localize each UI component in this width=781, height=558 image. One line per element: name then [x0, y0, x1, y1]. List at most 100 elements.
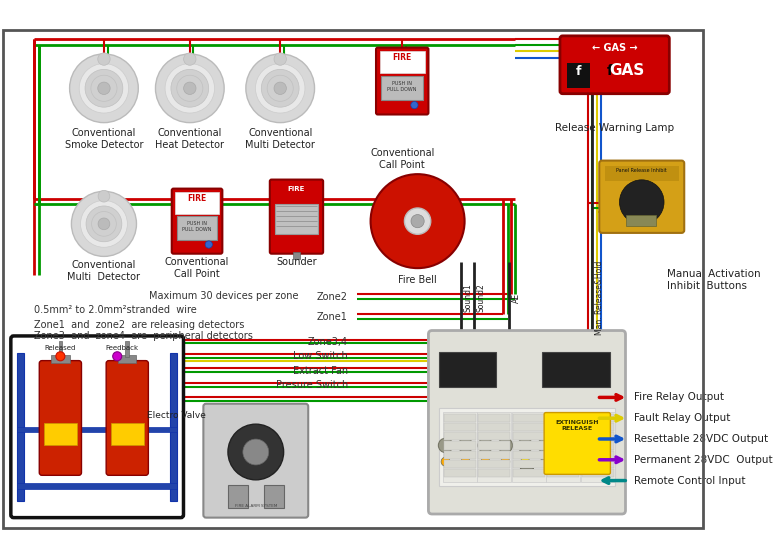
Bar — [547, 451, 580, 459]
Bar — [582, 460, 614, 468]
Bar — [626, 215, 656, 226]
FancyBboxPatch shape — [376, 47, 429, 114]
Circle shape — [112, 352, 122, 361]
Bar — [380, 51, 425, 73]
FancyBboxPatch shape — [39, 360, 81, 475]
Bar — [547, 423, 580, 431]
Bar — [52, 354, 70, 363]
Circle shape — [86, 206, 122, 242]
Bar — [567, 62, 590, 88]
Bar — [444, 423, 476, 431]
Text: Fire Bell: Fire Bell — [398, 276, 437, 285]
Bar — [264, 484, 284, 508]
Bar — [513, 460, 544, 468]
Bar — [44, 424, 77, 445]
Bar — [176, 192, 219, 214]
Bar — [582, 432, 614, 440]
Text: Man. Release&Hold: Man. Release&Hold — [595, 261, 604, 335]
Bar — [126, 341, 129, 357]
Circle shape — [458, 438, 473, 453]
Circle shape — [91, 211, 116, 236]
Bar — [381, 76, 423, 100]
Circle shape — [262, 69, 299, 107]
Bar — [478, 413, 510, 422]
Text: 0.5mm² to 2.0mm²stranded  wire: 0.5mm² to 2.0mm²stranded wire — [34, 305, 197, 315]
Bar — [111, 424, 144, 445]
Bar — [478, 460, 510, 468]
Text: Conventional
Smoke Detector: Conventional Smoke Detector — [65, 128, 143, 150]
Circle shape — [155, 54, 224, 123]
Circle shape — [56, 352, 65, 361]
Circle shape — [405, 208, 431, 234]
Text: AE: AE — [512, 293, 521, 303]
Text: Release Warning Lamp: Release Warning Lamp — [555, 123, 674, 133]
Text: Manual Activation
Inhibit  Buttons: Manual Activation Inhibit Buttons — [667, 269, 761, 291]
Bar — [478, 441, 510, 450]
Text: Zone2: Zone2 — [317, 292, 348, 302]
Circle shape — [521, 462, 533, 474]
Text: Conventional
Multi  Detector: Conventional Multi Detector — [67, 260, 141, 282]
Circle shape — [165, 64, 215, 113]
Circle shape — [441, 457, 450, 466]
Bar — [582, 413, 614, 422]
Text: Fire Relay Output: Fire Relay Output — [633, 392, 724, 402]
Text: Conventional
Heat Detector: Conventional Heat Detector — [155, 128, 224, 150]
Bar — [17, 353, 24, 501]
Text: Panel Release Inhibit: Panel Release Inhibit — [616, 168, 667, 173]
Bar — [439, 408, 615, 485]
Text: PUSH IN
PULL DOWN: PUSH IN PULL DOWN — [387, 81, 417, 92]
Bar — [177, 217, 217, 239]
Circle shape — [91, 75, 117, 102]
Text: PUSH IN
PULL DOWN: PUSH IN PULL DOWN — [182, 221, 212, 232]
Bar — [273, 183, 319, 201]
Circle shape — [228, 424, 284, 480]
Bar — [444, 451, 476, 459]
Circle shape — [85, 69, 123, 107]
Text: Presure Switch: Presure Switch — [276, 380, 348, 390]
Circle shape — [98, 190, 110, 202]
Bar — [581, 412, 615, 482]
Text: FIRE: FIRE — [393, 53, 412, 62]
Text: Permanent 28VDC  Output: Permanent 28VDC Output — [633, 455, 772, 465]
Circle shape — [98, 82, 110, 94]
Circle shape — [518, 438, 533, 453]
Circle shape — [177, 75, 203, 102]
Bar — [512, 412, 546, 482]
FancyBboxPatch shape — [11, 336, 184, 518]
FancyBboxPatch shape — [106, 360, 148, 475]
Bar — [439, 352, 496, 387]
Circle shape — [619, 180, 664, 224]
Circle shape — [274, 53, 287, 65]
Text: Resettable 28VDC Output: Resettable 28VDC Output — [633, 434, 768, 444]
Circle shape — [71, 191, 137, 257]
Circle shape — [243, 439, 269, 465]
Text: ← GAS →: ← GAS → — [592, 43, 637, 53]
Bar — [275, 204, 318, 234]
Text: GAS: GAS — [609, 62, 645, 78]
Bar — [582, 441, 614, 450]
Text: FIRE: FIRE — [287, 186, 305, 192]
Bar — [59, 341, 62, 357]
Text: Zone1: Zone1 — [317, 311, 348, 321]
Text: Remote Control Input: Remote Control Input — [633, 475, 745, 485]
FancyBboxPatch shape — [203, 404, 308, 518]
Bar — [444, 460, 476, 468]
Text: Electro Valve: Electro Valve — [147, 411, 206, 420]
Bar — [293, 252, 300, 259]
Bar — [547, 460, 580, 468]
Circle shape — [540, 457, 550, 466]
Circle shape — [461, 457, 470, 466]
Circle shape — [246, 54, 315, 123]
Text: Zone3  and  zone4  are  peripheral detectors: Zone3 and zone4 are peripheral detectors — [34, 331, 253, 341]
Circle shape — [521, 457, 530, 466]
Circle shape — [184, 53, 196, 65]
Text: f: f — [576, 65, 581, 78]
Circle shape — [498, 438, 512, 453]
Text: Zone3,4: Zone3,4 — [308, 337, 348, 347]
Text: Conventional
Call Point: Conventional Call Point — [370, 148, 434, 170]
Text: Low Switch: Low Switch — [293, 352, 348, 362]
Text: Sounder: Sounder — [276, 257, 317, 267]
Circle shape — [70, 54, 138, 123]
Text: Feedback: Feedback — [105, 345, 139, 351]
FancyBboxPatch shape — [429, 330, 626, 514]
